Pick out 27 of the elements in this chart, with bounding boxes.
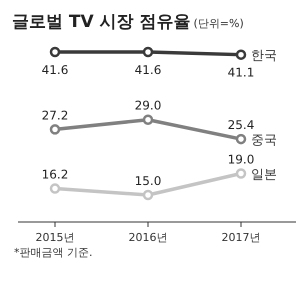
point bbox=[142, 46, 154, 58]
series-label: 한국 bbox=[251, 48, 277, 64]
point bbox=[142, 114, 154, 125]
x-tick-label: 2017년 bbox=[222, 231, 260, 244]
series-label: 일본 bbox=[251, 167, 277, 182]
data-label: 19.0 bbox=[228, 152, 254, 166]
data-label: 41.6 bbox=[134, 63, 162, 77]
chart-subtitle: (단위=%) bbox=[194, 17, 244, 30]
data-label: 41.6 bbox=[42, 63, 68, 77]
data-label: 15.0 bbox=[134, 174, 162, 188]
data-label: 16.2 bbox=[42, 168, 68, 182]
data-label: 27.2 bbox=[42, 108, 68, 122]
point bbox=[50, 46, 60, 58]
x-tick-label: 2015년 bbox=[36, 231, 74, 244]
text: *판매금액 기준. bbox=[14, 246, 92, 259]
point bbox=[236, 168, 246, 179]
chart-title: 글로벌 TV 시장 점유율 bbox=[12, 12, 191, 32]
point bbox=[142, 190, 154, 200]
point bbox=[236, 49, 246, 60]
point bbox=[50, 124, 60, 135]
data-label: 29.0 bbox=[134, 98, 162, 113]
x-tick-label: 2016년 bbox=[128, 231, 168, 244]
point bbox=[236, 134, 246, 144]
point bbox=[50, 183, 60, 194]
data-label: 25.4 bbox=[228, 118, 254, 132]
series-label: 중국 bbox=[251, 133, 277, 148]
data-label: 41.1 bbox=[228, 66, 254, 80]
